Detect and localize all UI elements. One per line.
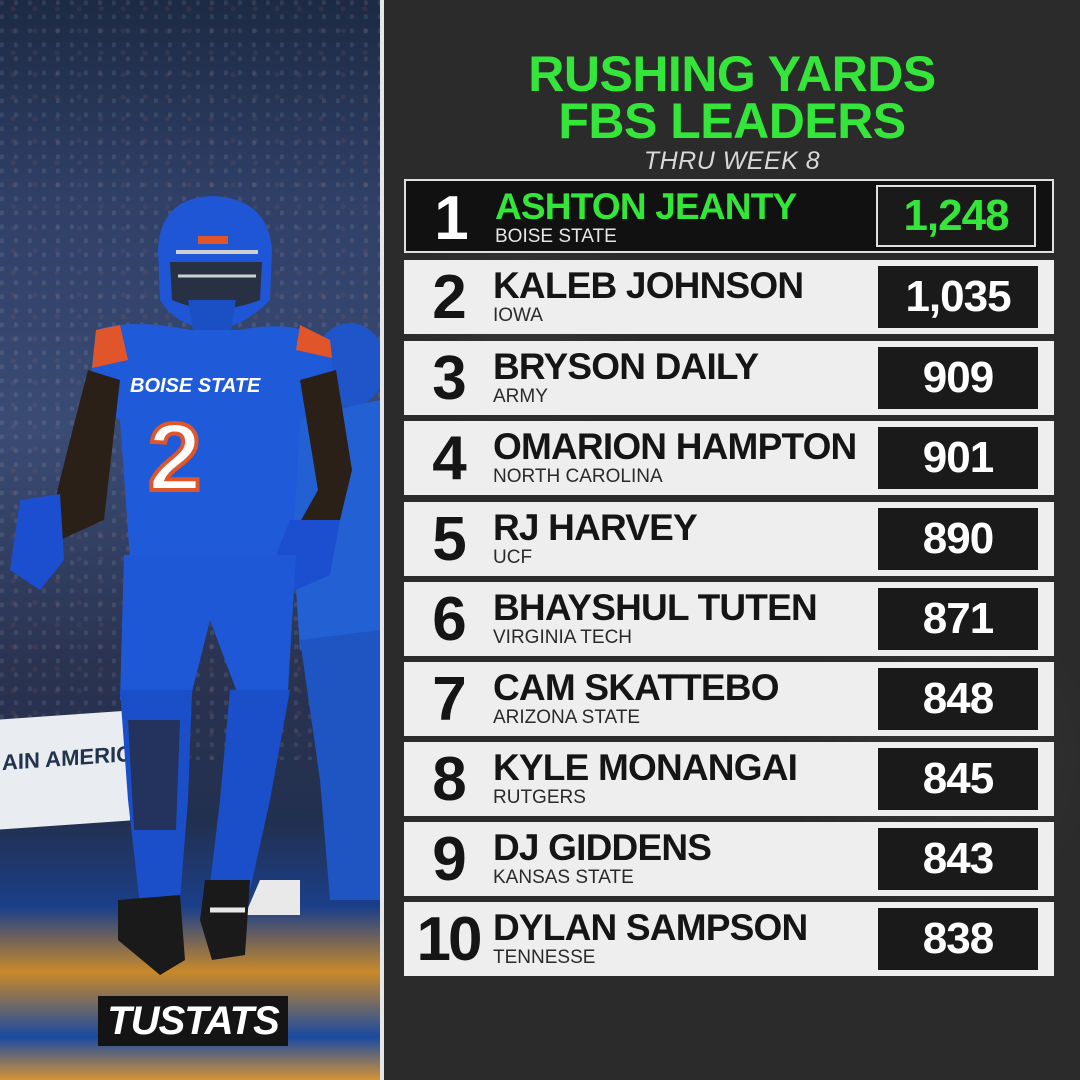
leader-row-1: 1 ASHTON JEANTY BOISE STATE 1,248 bbox=[404, 179, 1054, 253]
rushing-yards: 1,248 bbox=[876, 185, 1036, 247]
player-school: IOWA bbox=[493, 305, 543, 326]
player-school: TENNESSE bbox=[493, 947, 596, 968]
svg-text:BOISE STATE: BOISE STATE bbox=[130, 375, 261, 397]
main-player-figure: BOISE STATE 2 bbox=[10, 196, 352, 975]
leader-row-2: 2 KALEB JOHNSON IOWA 1,035 bbox=[404, 260, 1054, 334]
rank-number: 10 bbox=[416, 904, 483, 974]
player-school: UCF bbox=[493, 547, 533, 568]
player-school: ARMY bbox=[493, 386, 548, 407]
rushing-yards: 890 bbox=[878, 508, 1038, 570]
rank-number: 4 bbox=[432, 423, 466, 493]
rank-number: 8 bbox=[432, 744, 466, 814]
rank-number: 2 bbox=[432, 262, 466, 332]
leader-row-9: 9 DJ GIDDENS KANSAS STATE 843 bbox=[404, 822, 1054, 896]
rank-number: 9 bbox=[432, 824, 466, 894]
panel-divider bbox=[380, 0, 384, 1080]
rank-number: 7 bbox=[432, 664, 466, 734]
rank-number: 5 bbox=[432, 504, 466, 574]
svg-text:2: 2 bbox=[148, 404, 201, 511]
tustats-logo: TUSTATS bbox=[98, 996, 288, 1046]
rushing-yards: 843 bbox=[878, 828, 1038, 890]
player-name: OMARION HAMPTON bbox=[493, 426, 857, 467]
player-photo: AIN AMERICA BOISE STATE 2 bbox=[0, 0, 380, 1080]
subtitle: THRU WEEK 8 bbox=[643, 147, 821, 175]
player-name: ASHTON JEANTY bbox=[495, 186, 797, 227]
player-name: BRYSON DAILY bbox=[493, 346, 759, 387]
rushing-yards: 1,035 bbox=[878, 266, 1038, 328]
player-name: DJ GIDDENS bbox=[493, 827, 712, 868]
player-name: BHAYSHUL TUTEN bbox=[493, 587, 818, 628]
title-line-1: RUSHING YARDS bbox=[528, 46, 936, 102]
player-name: RJ HARVEY bbox=[493, 507, 698, 548]
player-school: ARIZONA STATE bbox=[493, 707, 641, 728]
leader-row-5: 5 RJ HARVEY UCF 890 bbox=[404, 502, 1054, 576]
player-school: RUTGERS bbox=[493, 787, 586, 808]
leader-row-3: 3 BRYSON DAILY ARMY 909 bbox=[404, 341, 1054, 415]
rushing-yards: 901 bbox=[878, 427, 1038, 489]
player-school: NORTH CAROLINA bbox=[493, 466, 663, 487]
football-player-illustration: BOISE STATE 2 bbox=[10, 196, 380, 975]
leaderboard-panel: RUSHING YARDS FBS LEADERS THRU WEEK 8 1 … bbox=[384, 0, 1080, 1080]
rushing-yards: 838 bbox=[878, 908, 1038, 970]
player-school: VIRGINIA TECH bbox=[493, 627, 633, 648]
rank-number: 3 bbox=[432, 343, 466, 413]
leader-row-4: 4 OMARION HAMPTON NORTH CAROLINA 901 bbox=[404, 421, 1054, 495]
rushing-yards: 909 bbox=[878, 347, 1038, 409]
leader-row-6: 6 BHAYSHUL TUTEN VIRGINIA TECH 871 bbox=[404, 582, 1054, 656]
leader-row-10: 10 DYLAN SAMPSON TENNESSE 838 bbox=[404, 902, 1054, 976]
rank-number: 1 bbox=[434, 183, 468, 253]
player-school: BOISE STATE bbox=[495, 226, 617, 247]
player-name: DYLAN SAMPSON bbox=[493, 907, 808, 948]
player-school: KANSAS STATE bbox=[493, 867, 634, 888]
tustats-logo-text: TUSTATS bbox=[107, 998, 279, 1043]
rushing-yards: 848 bbox=[878, 668, 1038, 730]
leader-row-8: 8 KYLE MONANGAI RUTGERS 845 bbox=[404, 742, 1054, 816]
rushing-yards: 845 bbox=[878, 748, 1038, 810]
player-name: KALEB JOHNSON bbox=[493, 265, 804, 306]
rushing-yards: 871 bbox=[878, 588, 1038, 650]
leader-row-7: 7 CAM SKATTEBO ARIZONA STATE 848 bbox=[404, 662, 1054, 736]
rank-number: 6 bbox=[432, 584, 466, 654]
title-line-2: FBS LEADERS bbox=[558, 93, 906, 149]
player-name: KYLE MONANGAI bbox=[493, 747, 798, 788]
player-name: CAM SKATTEBO bbox=[493, 667, 780, 708]
